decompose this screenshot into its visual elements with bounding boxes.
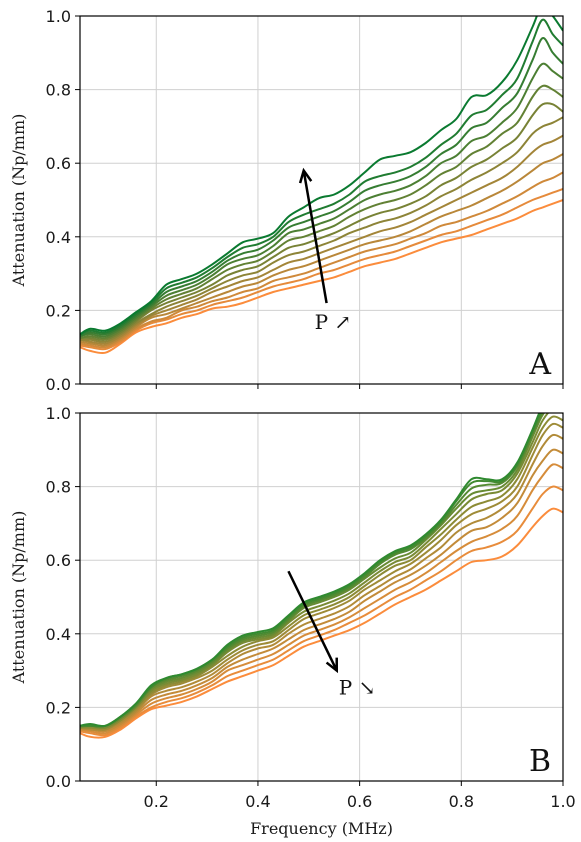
series-line-11 [80, 413, 542, 728]
y-tick-label: 0.8 [46, 81, 71, 100]
series-line-8 [80, 413, 563, 729]
annotation-label: P ↘ [339, 676, 376, 700]
y-axis-label: Attenuation (Np/mm) [9, 114, 28, 288]
x-tick-label: 1.0 [550, 792, 575, 811]
series-line-3 [80, 171, 563, 349]
series-group [80, 413, 563, 739]
annotation-arrow [287, 570, 338, 672]
x-axis-label: Frequency (MHz) [250, 819, 393, 838]
y-tick-label: 1.0 [46, 7, 71, 26]
series-line-2 [80, 485, 563, 737]
series-line-11 [80, 18, 563, 336]
series-line-1 [80, 507, 563, 739]
plot-frame [79, 15, 564, 385]
annotation-arrowhead [298, 167, 313, 184]
y-axis-label: Attenuation (Np/mm) [9, 511, 28, 685]
series-line-10 [80, 413, 544, 728]
series-line-5 [80, 134, 563, 345]
panel-b: 0.0 0.2 0.4 0.6 0.8 1.0 0.2 0.4 0.6 0.8 1.0 Attenua… [9, 404, 576, 838]
series-line-6 [80, 116, 563, 343]
y-tick-label: 0.2 [46, 301, 71, 320]
series-line-2 [80, 188, 563, 351]
y-tick-label: 0.6 [46, 154, 71, 173]
series-line-9 [80, 413, 546, 728]
series-line-7 [80, 415, 563, 730]
annotation-label: P ↗ [315, 310, 352, 334]
y-tick-label: 0.8 [46, 478, 71, 497]
annotation-arrowhead [325, 657, 339, 674]
panel-a: 0.0 0.2 0.4 0.6 0.8 1.0 Attenuation (Np/mm) A P … [9, 7, 564, 394]
plot-frame [79, 412, 564, 782]
series-line-4 [80, 153, 563, 347]
y-tick-label: 0.2 [46, 698, 71, 717]
x-tick-label: 0.6 [347, 792, 372, 811]
series-line-7 [80, 102, 563, 342]
x-tick-label: 0.2 [144, 792, 169, 811]
series-line-10 [80, 37, 563, 338]
series-line-12 [80, 413, 541, 728]
x-tick-label: 0.4 [245, 792, 270, 811]
y-tick-label: 0.4 [46, 228, 71, 247]
series-line-12 [80, 16, 563, 336]
y-tick-label: 0.6 [46, 551, 71, 570]
series-line-3 [80, 463, 563, 735]
y-tick-label: 1.0 [46, 404, 71, 423]
series-group [80, 16, 563, 355]
series-line-8 [80, 84, 563, 340]
annotation-arrow [302, 170, 328, 304]
series-line-9 [80, 62, 563, 338]
panel-label: A [528, 347, 551, 382]
panel-label: B [529, 744, 551, 779]
series-line-6 [80, 422, 563, 731]
y-tick-label: 0.0 [46, 375, 71, 394]
series-line-1 [80, 199, 563, 355]
series-line-4 [80, 448, 563, 733]
y-tick-label: 0.4 [46, 625, 71, 644]
y-tick-label: 0.0 [46, 772, 71, 791]
series-line-5 [80, 433, 563, 732]
x-tick-label: 0.8 [449, 792, 474, 811]
